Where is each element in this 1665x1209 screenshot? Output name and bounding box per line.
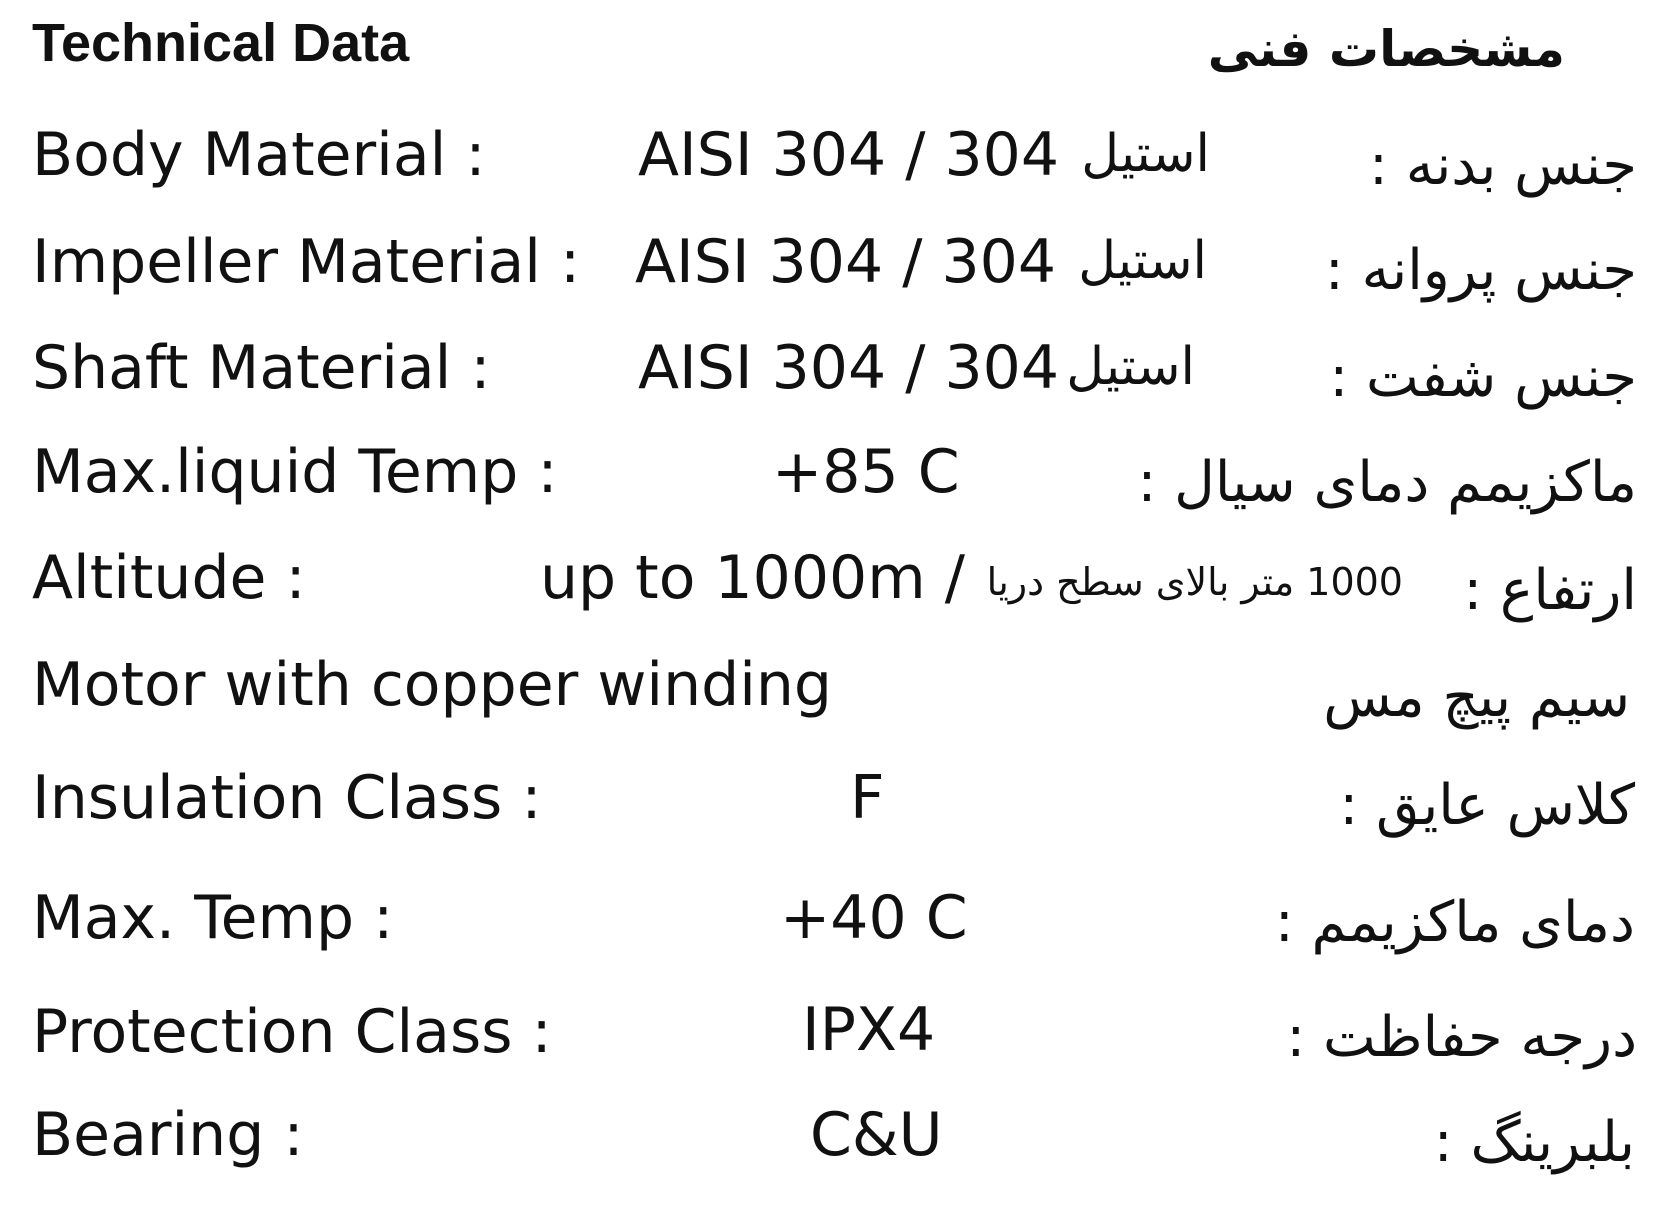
body-material-value: AISI 304 / 304 [638, 120, 1059, 190]
impeller-material-value-fa: استیل [1078, 231, 1207, 291]
body-material-label-fa: جنس بدنه : [1369, 133, 1637, 198]
shaft-material-label: Shaft Material : [32, 333, 491, 403]
motor-winding-label: Motor with copper winding [32, 650, 832, 720]
impeller-material-value: AISI 304 / 304 [635, 227, 1056, 297]
protection-class-label-fa: درجه حفاظت : [1286, 1005, 1637, 1070]
impeller-material-label: Impeller Material : [32, 227, 581, 297]
title-fa: مشخصات فنی [1207, 20, 1565, 78]
max-liquid-temp-label: Max.liquid Temp : [32, 437, 558, 507]
body-material-value-fa: استیل [1081, 124, 1210, 184]
body-material-label: Body Material : [32, 120, 486, 190]
shaft-material-label-fa: جنس شفت : [1329, 345, 1637, 410]
impeller-material-label-fa: جنس پروانه : [1324, 238, 1637, 303]
max-temp-label-fa: دمای ماکزیمم : [1274, 890, 1635, 955]
motor-winding-label-fa: سیم پیچ مس [1323, 665, 1630, 730]
insulation-class-label: Insulation Class : [32, 763, 542, 833]
bearing-label-fa: بلبرینگ : [1433, 1110, 1635, 1175]
protection-class-value: IPX4 [802, 995, 936, 1065]
protection-class-label: Protection Class : [32, 997, 552, 1067]
max-temp-value: +40 C [780, 883, 968, 953]
shaft-material-value-fa: استیل [1066, 337, 1195, 397]
insulation-class-label-fa: کلاس عایق : [1339, 773, 1635, 838]
max-liquid-temp-value: +85 C [772, 437, 960, 507]
altitude-label-fa: ارتفاع : [1463, 558, 1637, 623]
max-liquid-temp-label-fa: ماکزیمم دمای سیال : [1137, 450, 1637, 515]
max-temp-label: Max. Temp : [32, 883, 394, 953]
altitude-value: up to 1000m / [540, 543, 965, 613]
shaft-material-value: AISI 304 / 304 [638, 333, 1059, 403]
bearing-label: Bearing : [32, 1100, 304, 1170]
altitude-value-fa: 1000 متر بالای سطح دریا [986, 560, 1403, 604]
title-en: Technical Data [32, 13, 410, 73]
insulation-class-value: F [850, 763, 885, 833]
altitude-label: Altitude : [32, 543, 306, 613]
bearing-value: C&U [810, 1100, 943, 1170]
